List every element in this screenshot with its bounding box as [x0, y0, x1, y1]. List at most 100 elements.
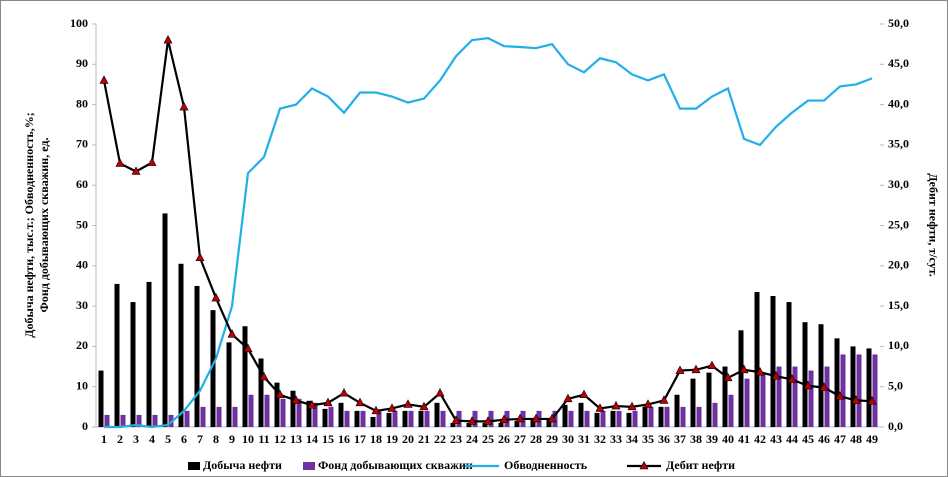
bar	[648, 406, 654, 427]
bar	[568, 410, 574, 427]
marker	[275, 389, 285, 399]
legend-marker	[639, 460, 649, 470]
bar	[408, 410, 414, 427]
y2-tick-label: 5,0	[888, 378, 903, 392]
marker	[435, 388, 445, 397]
bar	[514, 420, 520, 427]
marker	[707, 360, 717, 370]
bar	[136, 414, 142, 427]
bar	[546, 418, 552, 427]
marker	[115, 158, 125, 167]
marker	[547, 413, 557, 423]
x-tick-label: 21	[418, 432, 430, 446]
bar	[808, 370, 814, 427]
marker	[691, 364, 701, 374]
marker	[595, 403, 605, 412]
bar	[658, 406, 664, 427]
bar	[194, 285, 200, 427]
x-tick-label: 1	[101, 432, 107, 446]
y-tick-label: 40	[76, 258, 88, 272]
x-tick-label: 34	[626, 432, 638, 446]
bar	[280, 398, 286, 427]
bar	[226, 342, 232, 427]
x-tick-label: 3	[133, 432, 139, 446]
bar	[856, 354, 862, 427]
x-tick-label: 12	[274, 432, 286, 446]
bar	[482, 422, 488, 427]
x-tick-label: 27	[514, 432, 526, 446]
x-tick-label: 38	[690, 432, 702, 446]
bar	[130, 302, 136, 427]
legend-swatch	[303, 462, 315, 470]
y2-tick-label: 10,0	[888, 338, 909, 352]
marker	[339, 388, 349, 397]
bar	[792, 366, 798, 427]
marker	[99, 75, 109, 84]
x-tick-label: 36	[658, 432, 670, 446]
x-tick-label: 9	[229, 432, 235, 446]
x-tick-label: 30	[562, 432, 574, 446]
bar	[584, 410, 590, 427]
x-tick-label: 32	[594, 432, 606, 446]
x-tick-label: 45	[802, 432, 814, 446]
y2-tick-label: 25,0	[888, 217, 909, 231]
bar	[498, 422, 504, 427]
y-tick-label: 50	[76, 217, 88, 231]
bar	[594, 412, 600, 427]
marker	[627, 401, 637, 411]
bar	[306, 400, 312, 427]
x-tick-label: 10	[242, 432, 254, 446]
bar	[610, 410, 616, 427]
bar	[360, 410, 366, 427]
bar	[290, 390, 296, 427]
y-axis-title: Фонд добывающих скважин, ед.	[37, 138, 51, 313]
marker	[307, 400, 317, 409]
x-tick-label: 2	[117, 432, 123, 446]
bar	[824, 366, 830, 427]
x-tick-label: 11	[258, 432, 269, 446]
y2-tick-label: 15,0	[888, 298, 909, 312]
bar	[322, 408, 328, 427]
x-tick-label: 43	[770, 432, 782, 446]
x-tick-label: 39	[706, 432, 718, 446]
bar	[264, 394, 270, 427]
bar	[664, 406, 670, 427]
x-tick-label: 13	[290, 432, 302, 446]
legend-label: Фонд добывающих скважин	[318, 458, 473, 472]
x-tick-label: 26	[498, 432, 510, 446]
bar	[418, 410, 424, 427]
x-tick-label: 15	[322, 432, 334, 446]
marker	[499, 414, 509, 424]
y-axis-title: Добыча нефти, тыс.т.; Обводненность,%;	[22, 112, 36, 338]
marker	[451, 415, 461, 424]
bar	[674, 394, 680, 427]
marker	[867, 396, 877, 405]
y2-tick-label: 35,0	[888, 137, 909, 151]
bar	[344, 410, 350, 427]
bar	[776, 366, 782, 427]
marker	[771, 371, 781, 380]
bar	[296, 398, 302, 427]
marker	[531, 413, 541, 423]
marker	[195, 252, 205, 262]
bar	[98, 370, 104, 427]
bar	[834, 338, 840, 427]
marker	[211, 292, 221, 302]
bar	[114, 283, 120, 427]
bar	[242, 326, 248, 427]
marker	[419, 401, 429, 411]
legend-label: Дебит нефти	[666, 458, 735, 472]
x-tick-label: 49	[866, 432, 878, 446]
x-tick-label: 23	[450, 432, 462, 446]
x-tick-label: 37	[674, 432, 686, 446]
bar	[376, 410, 382, 427]
marker	[179, 101, 189, 111]
bar	[802, 322, 808, 427]
marker	[227, 329, 237, 338]
bar	[552, 410, 558, 427]
marker	[675, 365, 685, 374]
x-tick-label: 33	[610, 432, 622, 446]
bar	[402, 410, 408, 427]
bar	[328, 406, 334, 427]
bar	[786, 302, 792, 427]
